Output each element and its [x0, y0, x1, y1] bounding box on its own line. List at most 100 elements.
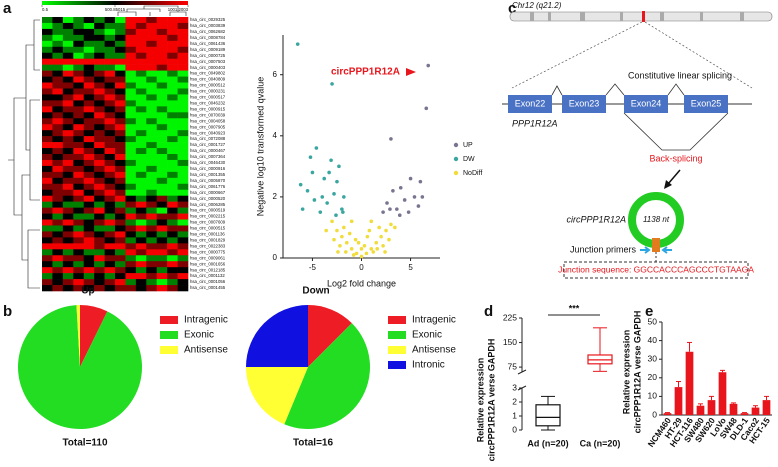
point — [347, 231, 352, 236]
heatmap-cell — [156, 40, 168, 48]
heatmap-cell — [146, 183, 158, 191]
axis-break — [517, 369, 527, 391]
heatmap-cell — [135, 88, 147, 95]
heatmap-cell — [146, 106, 158, 113]
heatmap-cell — [167, 255, 178, 262]
heatmap-cell — [115, 237, 126, 244]
point — [377, 225, 381, 230]
significance: *** — [569, 303, 580, 313]
heatmap-cell — [177, 64, 189, 71]
row-label: hsa_circ_0046430 — [190, 160, 226, 165]
colorbar-label: 0.5 — [42, 7, 49, 12]
x-tick-label: Ca (n=20) — [580, 438, 621, 448]
heatmap-cell — [115, 255, 126, 262]
bar — [751, 407, 760, 415]
heatmap-cell — [115, 213, 126, 220]
heatmap-cell — [42, 237, 53, 244]
heatmap-cell — [167, 249, 178, 256]
row-label: hsa_circ_0000403 — [190, 65, 226, 70]
heatmap-cell — [83, 112, 95, 119]
heatmap-cell — [146, 177, 158, 185]
heatmap-cell — [94, 28, 105, 36]
point — [334, 213, 338, 218]
heatmap-cell — [73, 171, 85, 179]
heatmap-cell — [52, 148, 64, 155]
zoom-lines — [511, 21, 753, 89]
heatmap-cell — [167, 58, 178, 65]
legend-label: NoDiff — [463, 170, 482, 177]
heatmap-cell — [115, 124, 126, 131]
heatmap-cell — [167, 219, 178, 226]
point — [322, 176, 327, 181]
point — [369, 247, 374, 251]
heatmap-cell — [52, 58, 64, 65]
panel-label: a — [3, 0, 12, 17]
heatmap-cell — [104, 165, 116, 173]
panel-label: c — [508, 0, 516, 17]
heatmap-cell — [115, 243, 126, 250]
heatmap-cell — [167, 183, 178, 191]
heatmap-cell — [42, 159, 53, 167]
pie-title: Down — [302, 286, 329, 297]
point — [351, 253, 356, 257]
heatmap-cell — [177, 285, 189, 292]
heatmap-cell — [177, 28, 189, 36]
heatmap-cell — [104, 154, 116, 161]
heatmap-cell — [125, 28, 137, 36]
point — [335, 228, 339, 233]
row-label: hsa_circ_0009061 — [190, 255, 226, 260]
heatmap-cell — [73, 267, 85, 274]
point — [375, 247, 380, 251]
heatmap-cell — [167, 267, 178, 274]
heatmap-cell — [104, 52, 116, 59]
heatmap-cell — [52, 243, 64, 250]
arrow — [667, 169, 681, 185]
heatmap-cell — [156, 249, 168, 256]
pie-slice — [17, 305, 142, 429]
point — [353, 237, 358, 242]
point — [354, 251, 359, 256]
heatmap-cell — [42, 94, 53, 101]
heatmap-cell — [167, 225, 178, 232]
legend-swatch — [388, 331, 406, 339]
colorbar — [42, 1, 188, 5]
heatmap-cell — [73, 279, 85, 286]
heatmap-cell — [62, 124, 74, 131]
heatmap-cell — [52, 219, 64, 226]
heatmap-cell — [83, 88, 95, 95]
pie-subtitle: Total=16 — [293, 438, 334, 449]
heatmap-cell — [115, 46, 126, 54]
row-label: hsa_circ_0012185 — [190, 267, 226, 272]
heatmap-cell — [62, 237, 74, 244]
heatmap-cell — [167, 106, 178, 113]
heatmap-cell — [156, 100, 168, 107]
heatmap-cell — [52, 189, 64, 196]
primers-label: Junction primers — [570, 244, 637, 254]
pie-slice — [80, 305, 108, 367]
heatmap-cell — [73, 237, 85, 244]
heatmap-cell — [115, 165, 126, 173]
heatmap-cell — [167, 171, 178, 179]
circ-label: circPPP1R12A — [566, 214, 626, 224]
heatmap-cell — [146, 255, 158, 262]
bar — [674, 387, 683, 415]
heatmap-cell — [104, 40, 116, 48]
heatmap-cell — [94, 195, 105, 202]
heatmap-cell — [135, 249, 147, 256]
legend-label: DW — [463, 156, 475, 163]
pie-slice — [246, 305, 308, 367]
heatmap-cell — [125, 142, 137, 149]
heatmap-cell — [115, 112, 126, 119]
heatmap-cell — [167, 243, 178, 250]
heatmap-cell — [177, 106, 189, 113]
heatmap-cell — [146, 94, 158, 101]
heatmap-cell — [177, 159, 189, 167]
heatmap-cell — [125, 243, 137, 250]
heatmap-cell — [167, 100, 178, 107]
heatmap-cell — [52, 267, 64, 274]
heatmap-cell — [73, 219, 85, 226]
heatmap-cell — [167, 213, 178, 220]
point — [391, 188, 395, 193]
box — [535, 404, 561, 427]
heatmap-cell — [125, 124, 137, 131]
